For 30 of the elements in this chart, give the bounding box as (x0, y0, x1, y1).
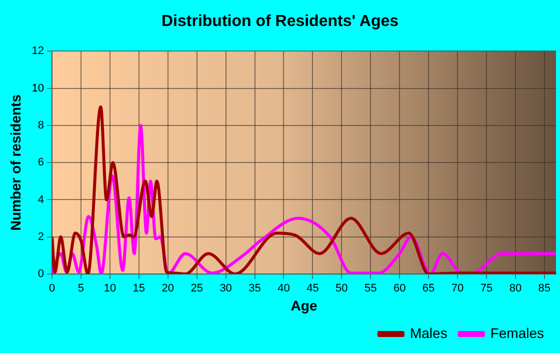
x-tick-label: 25 (190, 282, 203, 295)
x-tick-label: 50 (336, 282, 348, 295)
y-axis-title: Number of residents (7, 94, 24, 231)
x-tick-label: 10 (104, 282, 116, 295)
x-tick-label: 65 (422, 282, 435, 295)
x-tick-label: 35 (248, 282, 261, 295)
x-tick-label: 40 (278, 282, 290, 295)
x-tick-label: 45 (306, 282, 319, 295)
chart-title: Distribution of Residents' Ages (161, 13, 399, 30)
y-tick-label: 0 (38, 268, 44, 280)
x-tick-label: 60 (393, 282, 406, 295)
x-tick-label: 70 (451, 282, 464, 295)
y-tick-label: 2 (38, 230, 44, 243)
y-tick-label: 6 (38, 156, 44, 169)
x-tick-label: 30 (220, 282, 232, 295)
x-tick-label: 75 (480, 282, 493, 295)
y-tick-label: 4 (38, 194, 44, 206)
x-tick-label: 55 (364, 282, 377, 295)
x-tick-label: 5 (78, 282, 84, 295)
legend-label: Males (410, 324, 448, 341)
y-tick-label: 12 (32, 45, 44, 58)
x-tick-label: 0 (48, 282, 56, 295)
x-tick-label: 15 (132, 282, 146, 295)
y-tick-label: 10 (32, 82, 44, 94)
x-tick-label: 80 (509, 282, 522, 295)
x-tick-label: 85 (538, 282, 551, 295)
x-tick-label: 20 (162, 282, 174, 295)
y-tick-label: 8 (38, 120, 44, 132)
legend-label: Females (490, 324, 544, 341)
x-axis-title: Age (290, 297, 318, 314)
